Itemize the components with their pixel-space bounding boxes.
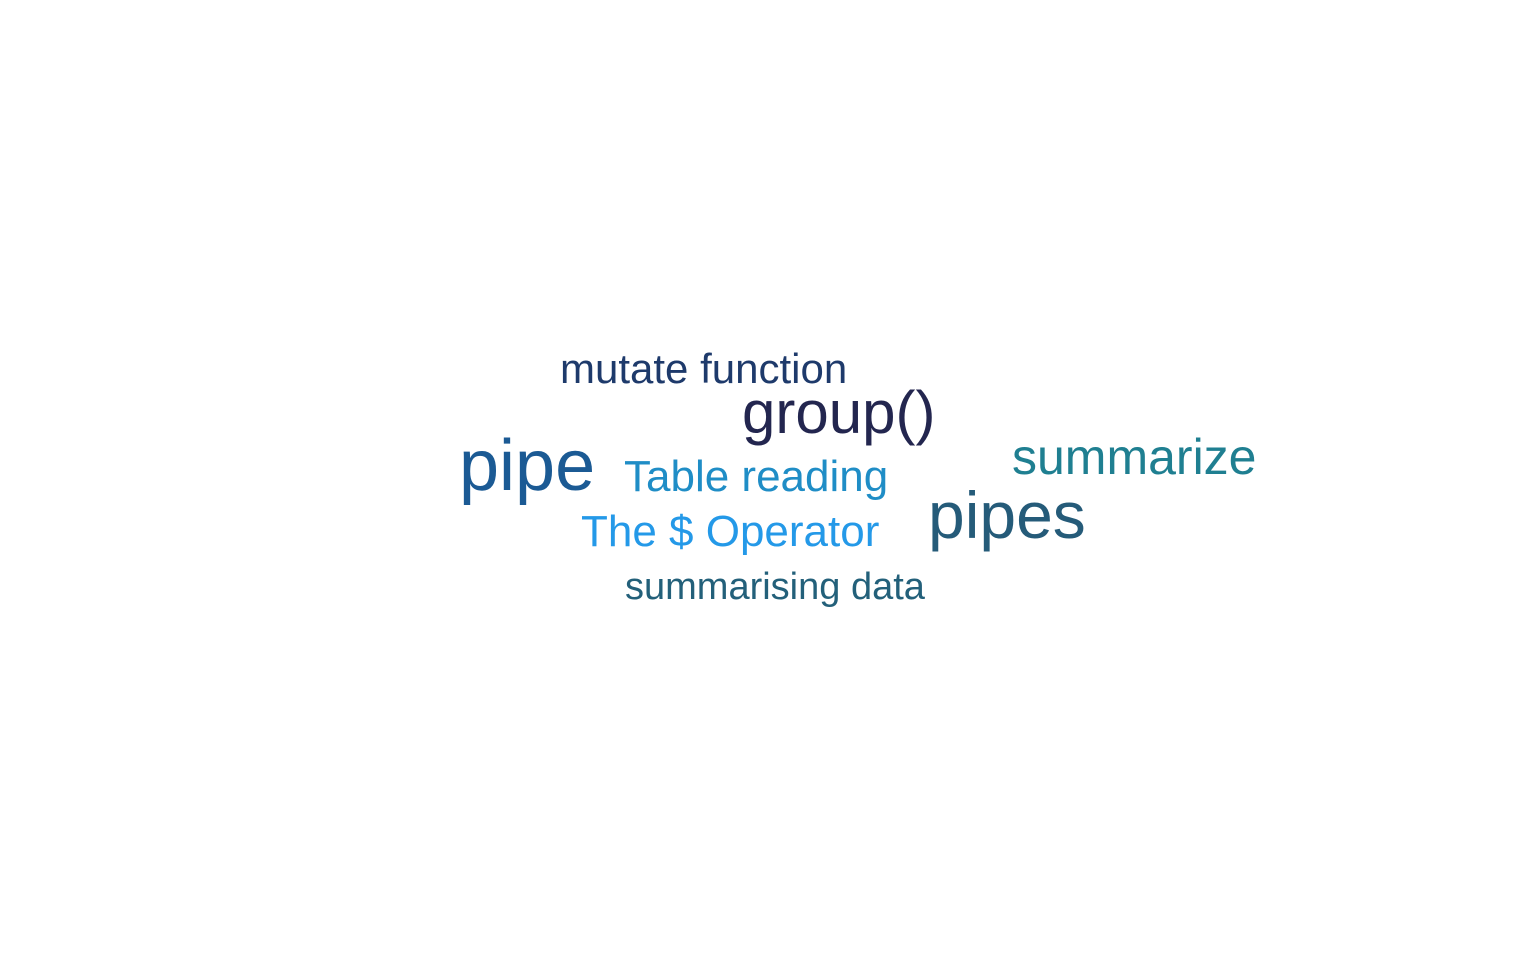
- word-table-reading: Table reading: [624, 452, 889, 501]
- word-summarising-data: summarising data: [625, 566, 925, 608]
- word-summarize: summarize: [1012, 429, 1257, 485]
- word-pipes: pipes: [928, 478, 1086, 552]
- word-pipe: pipe: [459, 426, 596, 506]
- word-group: group(): [742, 379, 936, 446]
- word-dollar-operator: The $ Operator: [581, 507, 880, 556]
- word-mutate-function: mutate function: [560, 345, 848, 392]
